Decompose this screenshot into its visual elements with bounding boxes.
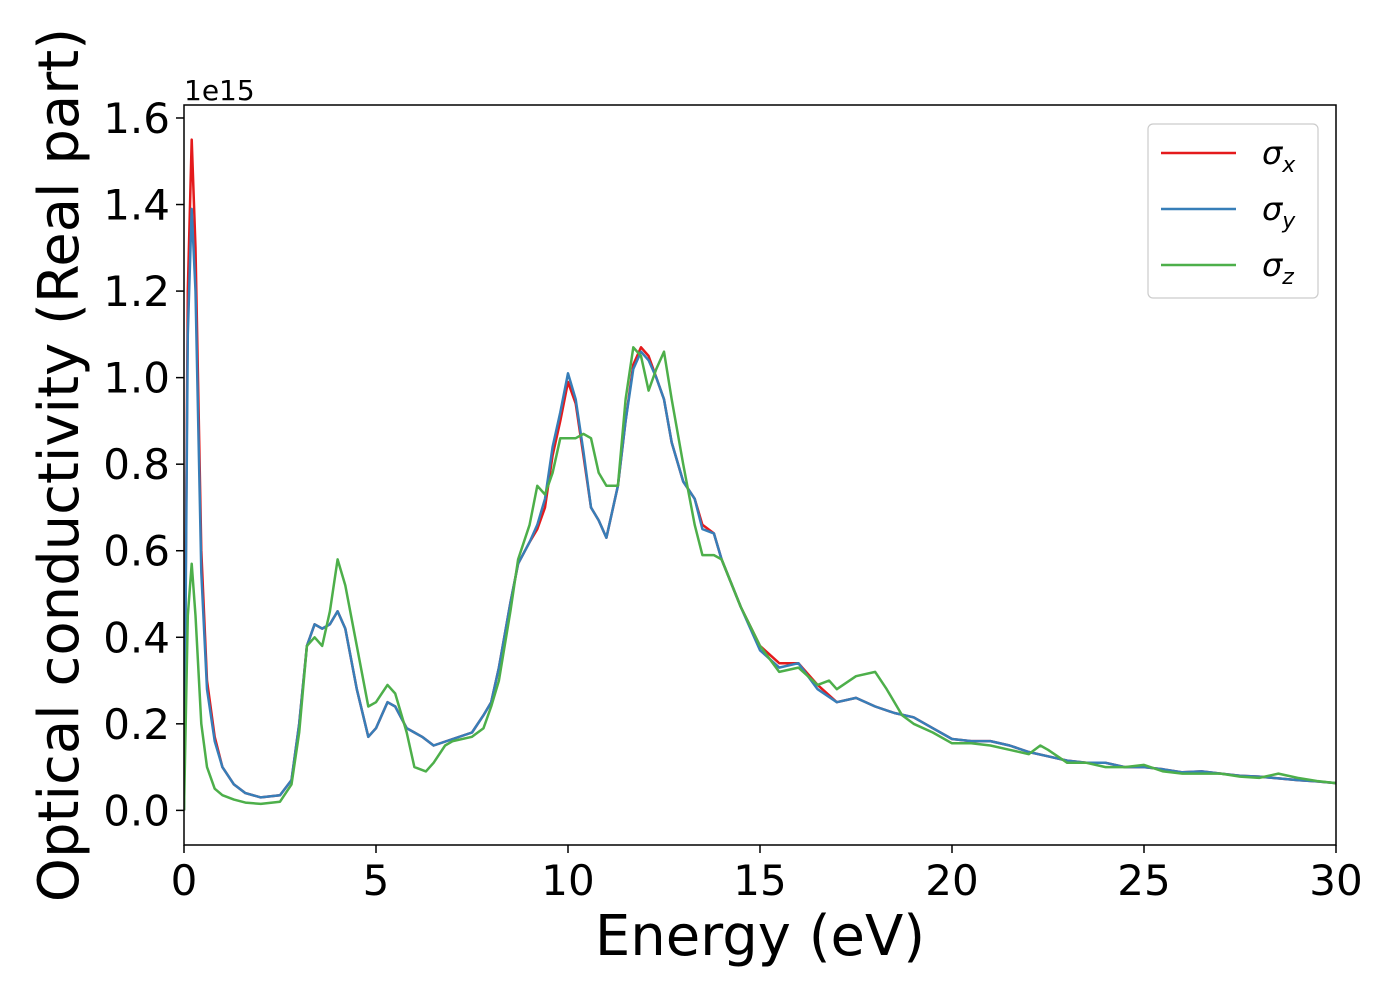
x-tick-label: 15 (733, 856, 786, 905)
y-axis-offset-label: 1e15 (184, 74, 255, 107)
y-axis-ticks: 0.0 0.2 0.4 0.6 0.8 1.0 1.2 1.4 1.6 (103, 94, 184, 835)
y-tick-label: 0.6 (103, 527, 170, 576)
y-tick-label: 0.2 (103, 700, 170, 749)
y-tick-label: 1.2 (103, 267, 170, 316)
series-line-y (184, 207, 1336, 811)
x-axis-label: Energy (eV) (595, 904, 925, 969)
y-axis-label: Optical conductivity (Real part) (27, 28, 92, 902)
series-lines (184, 138, 1336, 811)
y-tick-label: 1.0 (103, 354, 170, 403)
x-tick-label: 25 (1117, 856, 1170, 905)
y-tick-label: 1.4 (103, 181, 170, 230)
series-line-z (184, 346, 1336, 811)
y-tick-label: 0.8 (103, 440, 170, 489)
x-tick-label: 5 (363, 856, 390, 905)
x-axis-ticks: 0 5 10 15 20 25 30 (171, 845, 1363, 905)
x-tick-label: 30 (1309, 856, 1362, 905)
y-tick-label: 0.4 (103, 613, 170, 662)
x-tick-label: 0 (171, 856, 198, 905)
y-tick-label: 1.6 (103, 94, 170, 143)
x-tick-label: 20 (925, 856, 978, 905)
x-tick-label: 10 (541, 856, 594, 905)
y-tick-label: 0.0 (103, 786, 170, 835)
legend-box (1147, 123, 1319, 299)
